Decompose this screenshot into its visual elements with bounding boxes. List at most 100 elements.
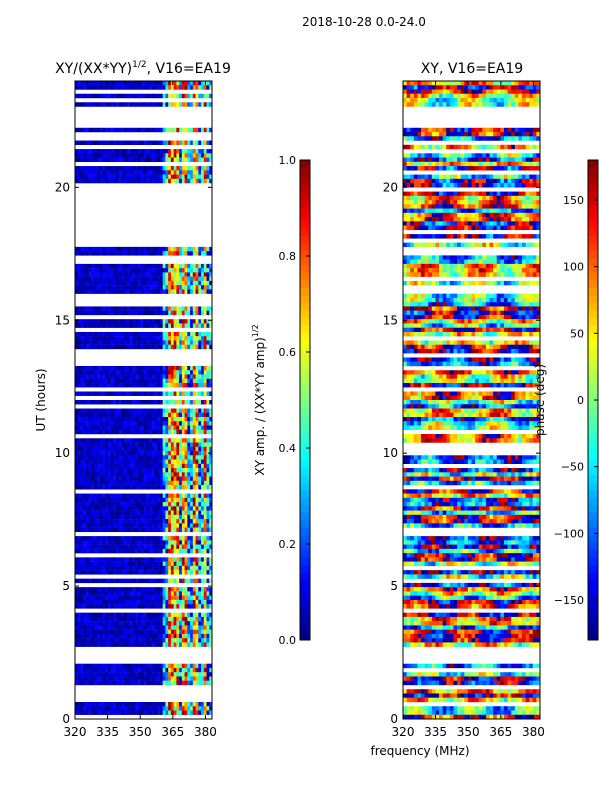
heatmap-cell — [151, 174, 155, 180]
heatmap-cell — [143, 310, 147, 316]
heatmap-cell — [118, 519, 122, 524]
heatmap-cell — [80, 340, 84, 345]
heatmap-cell — [113, 497, 117, 503]
heatmap-cell — [190, 140, 194, 145]
heatmap-cell — [80, 408, 84, 413]
heatmap-cell — [127, 485, 131, 490]
heatmap-cell — [195, 680, 199, 686]
heatmap-cell — [168, 472, 172, 477]
heatmap-cell — [209, 667, 213, 673]
heatmap-cell — [184, 633, 188, 639]
heatmap-cell — [135, 81, 139, 86]
heatmap-cell — [105, 672, 109, 677]
heatmap-cell — [146, 680, 150, 686]
heatmap-cell — [148, 578, 153, 584]
heatmap-cell — [99, 263, 103, 269]
heatmap-cell — [77, 306, 81, 311]
heatmap-cell — [154, 382, 158, 388]
heatmap-cell — [209, 629, 213, 635]
heatmap-cell — [203, 289, 207, 294]
heatmap-cell — [102, 378, 106, 384]
heatmap-cell — [127, 578, 131, 584]
heatmap-cell — [206, 178, 210, 184]
heatmap-cell — [192, 476, 196, 482]
heatmap-cell — [105, 382, 109, 388]
heatmap-cell — [457, 98, 462, 103]
heatmap-cell — [80, 676, 84, 681]
heatmap-cell — [80, 149, 84, 154]
heatmap-cell — [192, 706, 196, 711]
heatmap-cell — [176, 268, 180, 273]
heatmap-cell — [203, 276, 207, 282]
heatmap-cell — [83, 272, 87, 277]
colorbar-tick-label: 0.6 — [279, 346, 297, 359]
heatmap-cell — [532, 93, 537, 99]
heatmap-cell — [99, 127, 103, 133]
heatmap-cell — [85, 149, 90, 154]
heatmap-cell — [124, 400, 128, 405]
heatmap-cell — [154, 680, 158, 686]
heatmap-cell — [132, 497, 136, 503]
heatmap-cell — [424, 89, 429, 94]
heatmap-cell — [132, 446, 136, 452]
heatmap-cell — [132, 561, 136, 567]
heatmap-cell — [159, 591, 164, 596]
heatmap-cell — [151, 485, 155, 490]
heatmap-cell — [135, 102, 139, 107]
heatmap-cell — [190, 412, 194, 418]
heatmap-cell — [102, 157, 106, 163]
heatmap-cell — [151, 621, 155, 626]
heatmap-cell — [127, 421, 131, 426]
heatmap-cell — [85, 400, 90, 405]
heatmap-cell — [176, 446, 180, 452]
heatmap-cell — [165, 459, 169, 464]
heatmap-cell — [75, 565, 79, 571]
heatmap-cell — [91, 344, 95, 350]
heatmap-cell — [140, 174, 144, 180]
heatmap-cell — [99, 370, 103, 375]
heatmap-cell — [83, 519, 87, 524]
heatmap-cell — [173, 629, 177, 635]
heatmap-cell — [80, 497, 84, 503]
heatmap-cell — [107, 480, 112, 486]
heatmap-cell — [203, 263, 207, 269]
heatmap-cell — [159, 519, 164, 524]
heatmap-cell — [110, 378, 114, 384]
heatmap-cell — [179, 468, 183, 473]
heatmap-cell — [102, 676, 106, 681]
heatmap-cell — [201, 676, 205, 681]
heatmap-cell — [203, 472, 207, 477]
heatmap-cell — [135, 468, 139, 473]
heatmap-cell — [417, 89, 422, 94]
heatmap-cell — [121, 565, 125, 571]
heatmap-cell — [102, 625, 106, 630]
heatmap-cell — [173, 289, 177, 294]
heatmap-cell — [203, 140, 207, 145]
heatmap-cell — [478, 85, 483, 90]
heatmap-cell — [83, 149, 87, 154]
heatmap-cell — [110, 178, 114, 184]
heatmap-cell — [107, 514, 112, 520]
heatmap-cell — [192, 561, 196, 567]
heatmap-cell — [91, 336, 95, 341]
heatmap-cell — [179, 378, 183, 384]
heatmap-cell — [138, 336, 142, 341]
heatmap-cell — [113, 710, 117, 715]
heatmap-cell — [176, 565, 180, 571]
heatmap-cell — [124, 625, 128, 630]
heatmap-cell — [116, 365, 120, 371]
heatmap-cell — [91, 272, 95, 277]
heatmap-cell — [187, 340, 191, 345]
heatmap-cell — [88, 633, 92, 639]
heatmap-cell — [113, 272, 117, 277]
heatmap-cell — [170, 642, 175, 647]
heatmap-cell — [135, 85, 139, 90]
heatmap-cell — [135, 616, 139, 622]
heatmap-cell — [132, 587, 136, 592]
heatmap-cell — [159, 408, 164, 413]
heatmap-cell — [83, 497, 87, 503]
heatmap-cell — [85, 331, 90, 337]
heatmap-cell — [198, 642, 202, 647]
heatmap-cell — [80, 485, 84, 490]
heatmap-cell — [121, 391, 125, 396]
